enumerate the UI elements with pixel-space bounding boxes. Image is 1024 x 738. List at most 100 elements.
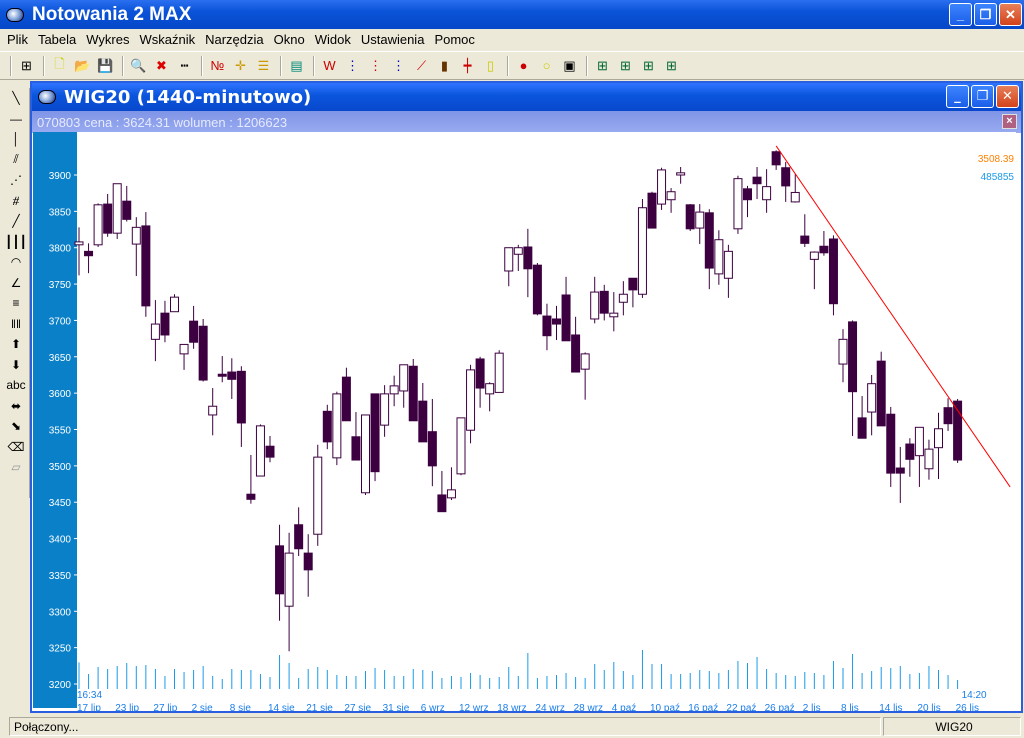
x-tick-label: 27 lip xyxy=(153,703,177,712)
new-file-icon[interactable]: 🗋 xyxy=(54,55,65,71)
open-folder-icon[interactable]: 📂 xyxy=(74,57,91,73)
toolbar-grip xyxy=(10,55,12,76)
y-tick-label: 3900 xyxy=(49,171,72,182)
crosshair-icon[interactable]: ✛ xyxy=(235,57,246,73)
x-tick-label: 10 paź xyxy=(650,703,680,712)
candle-icon[interactable]: ▯ xyxy=(486,57,495,73)
candlestick-chart[interactable]: 3200 3250 3300 3350 3400 3450 3500 3550 3600 3650… xyxy=(33,132,1016,712)
fibonacci-blue-icon[interactable]: ⋮ xyxy=(392,57,405,73)
eraser-all-icon[interactable]: ▱ xyxy=(11,460,21,475)
app-icon xyxy=(6,7,24,22)
zoom-icon[interactable]: 🔍 xyxy=(130,57,147,73)
resize-icon[interactable]: ⬊ xyxy=(10,419,22,434)
fan-lines-icon[interactable]: ⋰ xyxy=(10,173,22,188)
y-tick-label: 3500 xyxy=(49,462,72,473)
menu-3[interactable]: Wskaźnik xyxy=(139,32,196,47)
fibonacci-icon[interactable]: ⋮ xyxy=(346,57,359,73)
menu-0[interactable]: Plik xyxy=(7,32,28,47)
table-icon[interactable]: ▤ xyxy=(290,57,303,73)
y-tick-label: 3300 xyxy=(49,607,72,618)
eraser-icon[interactable]: ⌫ xyxy=(7,439,25,454)
candle-down xyxy=(198,325,208,381)
candle-down xyxy=(236,370,246,424)
layout-1-icon[interactable]: ⊞ xyxy=(597,57,608,73)
maximize-button[interactable]: ❐ xyxy=(974,3,997,26)
candle-down xyxy=(122,200,132,220)
vertical-line-icon[interactable]: │ xyxy=(12,132,20,147)
candle-up xyxy=(924,448,934,470)
fibonacci-red-icon[interactable]: ⋮ xyxy=(369,57,382,73)
arrow-up-icon[interactable]: ⬆ xyxy=(10,337,22,352)
vertical-levels-icon[interactable]: ‖‖ xyxy=(11,316,21,331)
arrow-down-icon[interactable]: ⬇ xyxy=(10,357,22,372)
menu-8[interactable]: Pomoc xyxy=(434,32,475,47)
delete-zoom-icon[interactable]: ✖ xyxy=(156,57,167,73)
child-minimize-button[interactable]: _ xyxy=(946,85,969,108)
save-icon[interactable]: 💾 xyxy=(97,57,114,73)
child-close-button[interactable]: ✕ xyxy=(996,85,1019,108)
line-tool-icon[interactable]: ╲ xyxy=(12,91,20,106)
layout-3-icon[interactable]: ⊞ xyxy=(643,57,654,73)
add-window-icon[interactable]: ▣ xyxy=(563,57,576,73)
status-bar: Połączony... WIG20 xyxy=(0,715,1024,738)
ohlc-icon[interactable]: ┿ xyxy=(463,57,472,73)
layout-4-icon[interactable]: ⊞ xyxy=(666,57,677,73)
y-tick-label: 3750 xyxy=(49,280,72,291)
horizontal-line-icon[interactable]: — xyxy=(10,111,22,126)
menu-1[interactable]: Tabela xyxy=(37,32,77,47)
candle-down xyxy=(628,277,638,291)
add-marker-icon[interactable]: ○ xyxy=(542,58,551,73)
layout-2-icon[interactable]: ⊞ xyxy=(620,57,631,73)
lines-icon[interactable]: ☰ xyxy=(257,57,270,73)
time-end-label: 14:20 xyxy=(962,690,987,701)
menu-5[interactable]: Okno xyxy=(273,32,305,47)
candle-down xyxy=(427,431,437,467)
x-tick-label: 22 paź xyxy=(726,703,756,712)
chart-window-titlebar: WIG20 (1440-minutowo) _ ❐ ✕ xyxy=(32,83,1021,111)
x-tick-label: 4 paź xyxy=(612,703,636,712)
x-tick-label: 24 wrz xyxy=(535,703,564,712)
ruler-icon[interactable]: ┅ xyxy=(180,57,189,73)
candle-down xyxy=(895,467,905,474)
move-icon[interactable]: ⬌ xyxy=(10,398,22,413)
parallel-lines-icon[interactable]: ⫽ xyxy=(13,152,19,167)
candle-down xyxy=(141,225,151,307)
traffic-light-icon[interactable]: ● xyxy=(519,58,528,73)
candle-up xyxy=(637,207,647,295)
arcs-icon[interactable]: ◠ xyxy=(10,255,22,270)
bar-chart-icon[interactable]: ▮ xyxy=(440,57,449,73)
candle-down xyxy=(571,334,581,373)
layout-icon[interactable]: ⊞ xyxy=(21,57,32,73)
menu-2[interactable]: Wykres xyxy=(86,32,130,47)
menu-6[interactable]: Widok xyxy=(314,32,351,47)
horizontal-levels-icon[interactable]: ≡ xyxy=(12,296,20,311)
candle-up xyxy=(208,405,218,416)
vertical-lines-icon[interactable]: ┃┃┃ xyxy=(5,234,27,249)
candle-down xyxy=(905,443,915,460)
angle-icon[interactable]: ∠ xyxy=(10,275,22,290)
trend-line-icon[interactable]: ╱ xyxy=(12,214,20,229)
candle-down xyxy=(437,494,447,513)
time-start-label: 16:34 xyxy=(77,690,102,701)
menu-7[interactable]: Ustawienia xyxy=(360,32,425,47)
gann-icon[interactable]: ⧣ xyxy=(12,193,20,208)
candle-down xyxy=(227,371,237,380)
candle-up xyxy=(170,296,179,313)
candle-up xyxy=(74,241,84,246)
child-maximize-button[interactable]: ❐ xyxy=(971,85,994,108)
numbers-icon[interactable]: № xyxy=(210,58,225,73)
minimize-button[interactable]: _ xyxy=(949,3,972,26)
candle-up xyxy=(657,169,667,205)
menu-4[interactable]: Narzędzia xyxy=(205,32,264,47)
wl-icon[interactable]: W xyxy=(323,58,336,73)
candle-up xyxy=(399,364,409,392)
candle-up xyxy=(446,489,456,499)
close-button[interactable]: ✕ xyxy=(999,3,1022,26)
candle-up xyxy=(255,425,265,477)
candle-down xyxy=(752,176,762,185)
text-tool-icon[interactable]: abc xyxy=(6,378,26,393)
line-chart-icon[interactable]: ⟋ xyxy=(416,57,427,73)
info-close-button[interactable]: × xyxy=(1002,114,1017,129)
toolbar: ⊞ 🗋 📂 💾 🔍 ✖ ┅ № ✛ ☰ ▤ W ⋮ ⋮ ⋮ ⟋ ▮ ┿ ▯ ● ○ ▣ ⊞ ⊞ ⊞ ⊞ xyxy=(0,51,1024,80)
candle-down xyxy=(848,321,858,393)
